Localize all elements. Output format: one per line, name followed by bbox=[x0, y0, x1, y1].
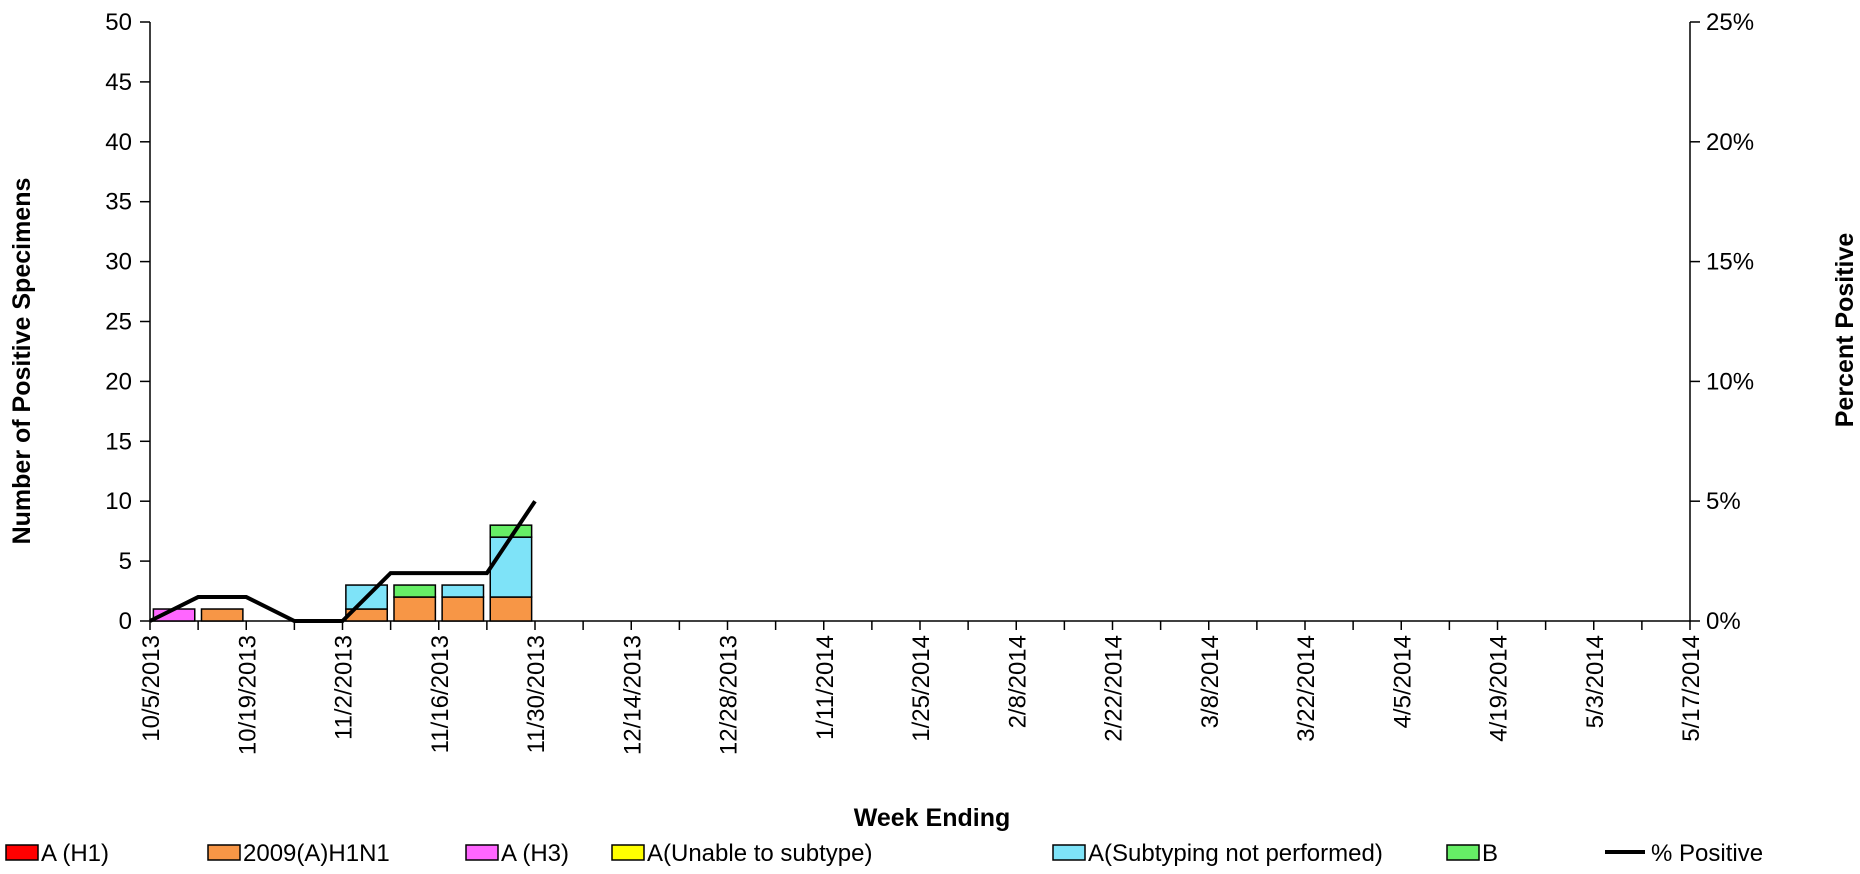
legend-label: A(Unable to subtype) bbox=[647, 840, 872, 867]
legend-swatch bbox=[611, 844, 645, 861]
y-axis-left-title: Number of Positive Specimens bbox=[8, 178, 36, 545]
bar-segment bbox=[489, 596, 533, 622]
ticks-layer: 0 5 10 15 20 25 30 35 40 45 50 0% 5% 10% 15% 20% 25% 10/5… bbox=[105, 9, 1754, 755]
y-axis-right-title: Percent Positive bbox=[1831, 233, 1859, 428]
x-tick-label: 12/14/2013 bbox=[619, 635, 646, 755]
legend-label: A(Subtyping not performed) bbox=[1088, 840, 1383, 867]
legend-label: B bbox=[1482, 840, 1498, 867]
x-tick-label: 1/25/2014 bbox=[908, 635, 935, 742]
x-tick-label: 3/22/2014 bbox=[1293, 635, 1320, 742]
x-tick-label: 10/19/2013 bbox=[234, 635, 261, 755]
y-left-tick-label: 0 bbox=[119, 608, 132, 635]
bar-segment bbox=[393, 584, 437, 598]
bar-segment bbox=[441, 596, 485, 622]
x-tick-label: 4/5/2014 bbox=[1389, 635, 1416, 728]
x-tick-label: 11/2/2013 bbox=[331, 635, 358, 740]
legend-label: 2009(A)H1N1 bbox=[243, 840, 390, 867]
x-tick-label: 11/30/2013 bbox=[523, 635, 550, 753]
axes-layer bbox=[149, 22, 1691, 622]
y-right-tick-label: 20% bbox=[1706, 129, 1754, 156]
x-axis-title: Week Ending bbox=[854, 804, 1011, 832]
y-left-tick-label: 25 bbox=[105, 309, 132, 336]
y-right-tick-label: 5% bbox=[1706, 488, 1741, 515]
legend: A (H1) 2009(A)H1N1 A (H3) A(Unable to subty… bbox=[5, 840, 1763, 867]
y-left-tick-label: 40 bbox=[105, 129, 132, 156]
bar-segment bbox=[200, 608, 244, 622]
legend-swatch bbox=[1052, 844, 1086, 861]
y-left-tick-label: 50 bbox=[105, 9, 132, 36]
legend-swatch bbox=[1446, 844, 1480, 861]
x-tick-label: 4/19/2014 bbox=[1486, 635, 1513, 742]
legend-label: A (H1) bbox=[41, 840, 109, 867]
legend-swatch bbox=[5, 844, 39, 861]
y-left-tick-label: 20 bbox=[105, 368, 132, 395]
y-right-tick-label: 10% bbox=[1706, 368, 1754, 395]
bar-segment bbox=[489, 536, 533, 598]
bars-layer bbox=[152, 524, 533, 622]
x-tick-label: 10/5/2013 bbox=[138, 635, 165, 742]
legend-label: % Positive bbox=[1651, 840, 1763, 867]
legend-label: A (H3) bbox=[501, 840, 569, 867]
legend-swatch bbox=[207, 844, 241, 861]
y-left-tick-label: 15 bbox=[105, 428, 132, 455]
x-tick-label: 2/22/2014 bbox=[1101, 635, 1128, 742]
y-left-tick-label: 35 bbox=[105, 189, 132, 216]
y-right-tick-label: 0% bbox=[1706, 608, 1741, 635]
legend-swatch bbox=[465, 844, 499, 861]
x-tick-label: 5/17/2014 bbox=[1678, 635, 1705, 742]
bar-segment bbox=[393, 596, 437, 622]
x-tick-label: 2/8/2014 bbox=[1004, 635, 1031, 728]
y-left-tick-label: 45 bbox=[105, 69, 132, 96]
y-right-tick-label: 25% bbox=[1706, 9, 1754, 36]
y-right-tick-label: 15% bbox=[1706, 249, 1754, 276]
x-tick-label: 1/11/2014 bbox=[812, 635, 839, 740]
y-left-tick-label: 10 bbox=[105, 488, 132, 515]
y-left-tick-label: 30 bbox=[105, 249, 132, 276]
x-tick-label: 5/3/2014 bbox=[1582, 635, 1609, 728]
y-left-tick-label: 5 bbox=[119, 548, 132, 575]
x-tick-label: 11/16/2013 bbox=[427, 635, 454, 753]
x-tick-label: 12/28/2013 bbox=[716, 635, 743, 755]
x-tick-label: 3/8/2014 bbox=[1197, 635, 1224, 728]
bar-segment bbox=[441, 584, 485, 598]
